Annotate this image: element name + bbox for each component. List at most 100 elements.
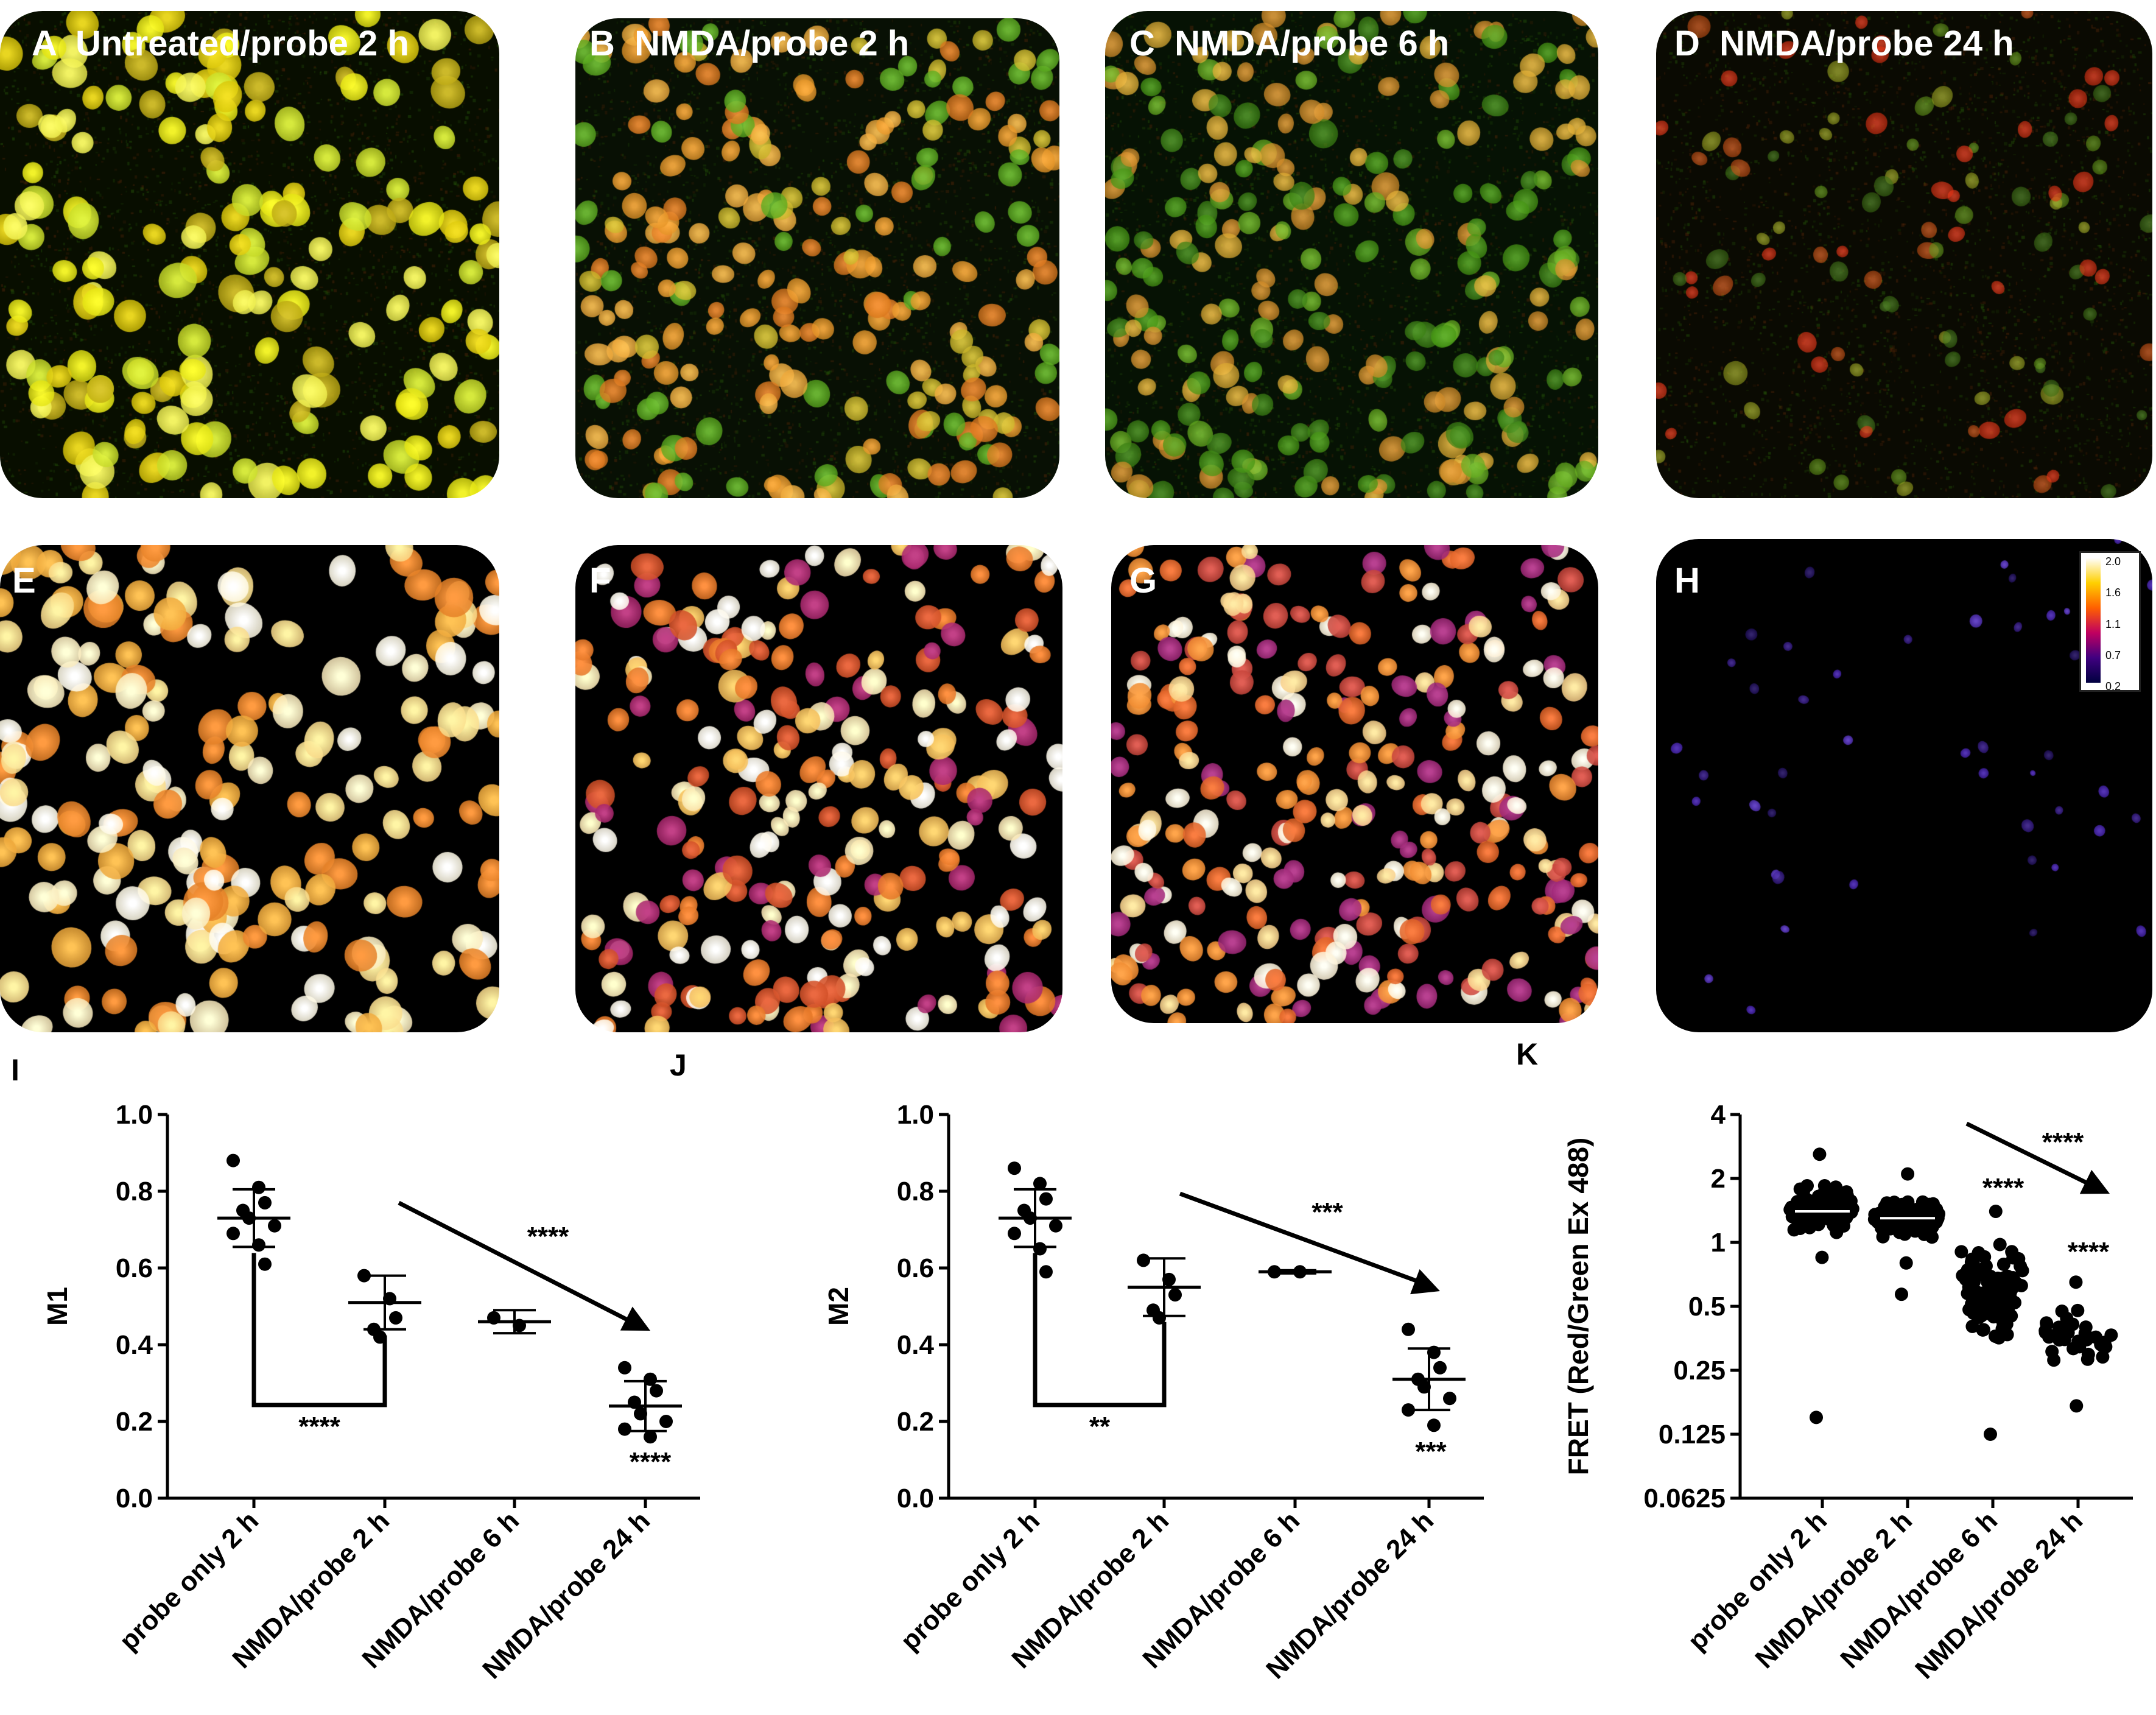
trend-arrow: [398, 1200, 634, 1325]
data-point: [1912, 1213, 1926, 1227]
x-tick-label: NMDA/probe 6 h: [1835, 1505, 2003, 1674]
data-point: [268, 1219, 281, 1233]
data-point: [1833, 1211, 1847, 1225]
data-point: [1954, 1245, 1968, 1259]
data-point: [1137, 1253, 1150, 1267]
arrow-label: ***: [1312, 1197, 1343, 1227]
data-point: [1039, 1265, 1053, 1279]
data-point: [1883, 1222, 1897, 1236]
data-point: [618, 1361, 631, 1375]
data-point: [1895, 1287, 1908, 1301]
data-point: [226, 1227, 240, 1241]
panel-e-image: [0, 545, 499, 1032]
data-point: [258, 1196, 272, 1210]
y-tick-label: 0.125: [1659, 1420, 1726, 1449]
data-point: [1033, 1242, 1047, 1256]
data-point: [258, 1257, 272, 1271]
data-point: [1901, 1167, 1915, 1181]
data-point: [1813, 1147, 1827, 1161]
data-point: [2040, 1316, 2054, 1330]
data-point: [1983, 1428, 1997, 1441]
y-tick-label: 0.8: [116, 1177, 153, 1206]
arrow-label: ****: [527, 1222, 569, 1252]
point-significance-label: ***: [1415, 1437, 1447, 1467]
data-point: [2055, 1304, 2069, 1318]
panel-a-image: [0, 11, 499, 498]
data-point: [1033, 1177, 1047, 1191]
significance-bracket: [251, 1253, 387, 1407]
data-point: [1927, 1208, 1941, 1222]
data-point: [1820, 1182, 1834, 1196]
panel-k-label: K: [1516, 1037, 1539, 1071]
y-tick-label: 0.6: [116, 1253, 153, 1283]
y-tick-label: 0.6: [897, 1253, 934, 1283]
y-tick-label: 0.0: [897, 1484, 934, 1513]
data-point: [1987, 1310, 2001, 1324]
panel-f-image: [575, 545, 1062, 1032]
data-point: [1818, 1199, 1832, 1213]
data-point: [252, 1238, 265, 1252]
data-point: [1914, 1202, 1928, 1216]
data-point: [1869, 1210, 1883, 1224]
data-point: [659, 1415, 673, 1428]
bracket-label: **: [1089, 1412, 1111, 1442]
trend-arrowhead: [2079, 1169, 2110, 1194]
point-significance-label: ****: [630, 1447, 672, 1477]
data-point: [1815, 1250, 1829, 1264]
y-tick-label: 0.5: [1688, 1292, 1726, 1322]
data-point: [1803, 1220, 1817, 1234]
data-point: [2047, 1353, 2061, 1367]
data-point: [1402, 1322, 1415, 1336]
data-point: [252, 1180, 265, 1194]
data-point: [2000, 1290, 2014, 1304]
data-point: [644, 1372, 657, 1386]
data-point: [2061, 1326, 2075, 1340]
trend-arrow: [1965, 1121, 2094, 1188]
panel-c-label: C NMDA/probe 6 h: [1129, 24, 1450, 63]
chart-k: 0.0625 0.125 0.25 0.5 1 2 4 FRET (Red/Green Ex …: [1562, 1100, 2133, 1685]
data-point: [2000, 1300, 2014, 1314]
data-point: [1996, 1257, 2010, 1271]
panel-g-label: G: [1129, 561, 1157, 600]
data-point: [1959, 1272, 1973, 1286]
panel-h-label: H: [1674, 561, 1700, 600]
data-point: [1427, 1418, 1441, 1432]
data-point: [1899, 1256, 1913, 1270]
data-point: [1008, 1227, 1021, 1241]
data-point: [618, 1422, 631, 1436]
y-tick-label: 1.0: [897, 1100, 934, 1130]
data-point: [1961, 1286, 1975, 1300]
data-point: [1803, 1208, 1817, 1222]
data-point: [1975, 1290, 1989, 1304]
data-point: [1993, 1238, 2007, 1252]
y-tick-label: 0.0: [116, 1484, 153, 1513]
panel-c-image: [1105, 11, 1598, 498]
data-point: [1039, 1192, 1053, 1206]
data-point: [1979, 1259, 1993, 1273]
data-point: [1968, 1305, 1982, 1319]
y-tick-label: 0.4: [116, 1330, 153, 1360]
bracket-label: ****: [298, 1412, 340, 1442]
significance-bracket: [1033, 1253, 1167, 1407]
y-tick-label: 1.0: [116, 1100, 153, 1130]
data-point: [1417, 1380, 1431, 1394]
y-tick-label: 2: [1711, 1164, 1726, 1194]
data-point: [1810, 1410, 1823, 1424]
data-point: [1995, 1326, 2009, 1340]
data-point: [2079, 1320, 2093, 1334]
panel-j-label: J: [670, 1048, 687, 1082]
panel-i-label: I: [11, 1053, 19, 1087]
data-point: [1153, 1311, 1166, 1325]
data-point: [650, 1384, 663, 1398]
panel-d-label: D NMDA/probe 24 h: [1674, 24, 2014, 63]
y-tick-label: 0.2: [116, 1407, 153, 1437]
data-point: [1897, 1226, 1911, 1240]
arrow-label: ****: [2042, 1127, 2084, 1157]
y-tick-label: 0.4: [897, 1330, 935, 1360]
x-tick-label: probe only 2 h: [114, 1505, 264, 1656]
data-point: [1049, 1219, 1062, 1233]
y-axis-title: FRET (Red/Green Ex 488): [1562, 1138, 1594, 1476]
data-point: [1989, 1205, 2003, 1219]
